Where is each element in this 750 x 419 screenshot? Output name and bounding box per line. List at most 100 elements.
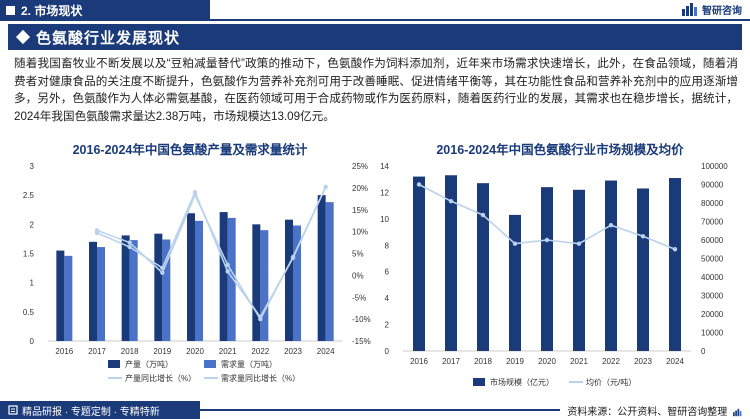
legend-label: 需求量同比增长（%） (221, 373, 300, 383)
legend-swatch (108, 360, 120, 368)
y-tick-label: 0 (30, 337, 35, 346)
y2-tick-label: 50000 (701, 255, 724, 264)
x-tick-label: 2021 (570, 357, 588, 366)
y2-tick-label: -15% (352, 337, 371, 346)
y2-tick-label: 60000 (701, 236, 724, 245)
y2-tick-label: 40000 (701, 273, 724, 282)
y2-tick-label: 70000 (701, 218, 724, 227)
y-tick-label: 2 (385, 321, 390, 330)
bar-产量（万吨） (285, 219, 293, 341)
legend-label: 产量（万吨） (125, 359, 173, 369)
legend-label: 市场规模（亿元） (490, 377, 554, 387)
bar-市场规模（亿元） (573, 189, 585, 351)
point-产量同比增长（%） (127, 244, 132, 250)
x-tick-label: 2018 (121, 347, 139, 356)
bar-需求量（万吨） (195, 220, 203, 341)
y2-tick-label: 10000 (701, 329, 724, 338)
point-需求量同比增长（%） (258, 316, 263, 322)
legend-label: 均价（元/吨） (586, 377, 636, 387)
x-tick-label: 2021 (219, 347, 237, 356)
y-tick-label: 0.5 (23, 308, 35, 317)
y2-tick-label: 20% (352, 184, 368, 193)
point-均价（元/吨） (672, 247, 678, 252)
footer-slogan: 精品研报 · 专题定制 · 专精特新 (22, 406, 160, 418)
production-demand-chart: 0 0.5 1 1.5 2 2.5 3 -15% -10% -5% 0% 5% 10% 15% 20% 25%… (23, 162, 371, 383)
x-tick-label: 2024 (666, 357, 684, 366)
bar-产量（万吨） (154, 233, 163, 341)
x-tick-label: 2017 (88, 347, 106, 356)
x-tick-label: 2017 (442, 357, 460, 366)
page-title: 色氨酸行业发展现状 (36, 29, 181, 47)
y-tick-label: 10 (380, 215, 389, 224)
y2-tick-label: -10% (352, 315, 371, 324)
bar-需求量（万吨） (325, 202, 334, 341)
intro-paragraph: 随着我国畜牧业不断发展以及“豆粕减量替代”政策的推动下，色氨酸作为饲料添加剂，近… (14, 57, 738, 123)
x-tick-label: 2022 (602, 357, 620, 366)
y-tick-label: 6 (385, 268, 390, 277)
x-tick-label: 2019 (153, 347, 171, 356)
y-tick-label: 3 (30, 162, 35, 171)
point-均价（元/吨） (416, 182, 422, 187)
title-banner: 色氨酸行业发展现状 (8, 24, 742, 50)
bar-需求量（万吨） (129, 240, 138, 341)
bar-需求量（万吨） (227, 217, 236, 341)
point-需求量同比增长（%） (127, 240, 132, 245)
chart2-title: 2016-2024年中国色氨酸行业市场规模及均价 (436, 143, 684, 157)
bar-市场规模（亿元） (413, 176, 425, 351)
y-tick-label: 0 (385, 347, 390, 356)
bar-产量（万吨） (56, 250, 65, 341)
x-tick-label: 2018 (474, 357, 492, 366)
x-tick-label: 2024 (317, 347, 335, 356)
y2-tick-label: 10% (352, 228, 368, 237)
bar-需求量（万吨） (97, 247, 105, 341)
bar-产量（万吨） (89, 241, 97, 341)
bar-市场规模（亿元） (445, 175, 457, 351)
point-产量同比增长（%） (225, 269, 230, 274)
chart1-title: 2016-2024年中国色氨酸产量及需求量统计 (72, 143, 308, 157)
bar-市场规模（亿元） (541, 187, 553, 351)
bar-需求量（万吨） (64, 255, 73, 341)
point-需求量同比增长（%） (192, 192, 198, 198)
footer-slogan-box: 精品研报 · 专题定制 · 专精特新 (0, 401, 200, 419)
square-icon (6, 5, 15, 15)
point-均价（元/吨） (576, 241, 582, 246)
source-note: 资料来源：公开资料、智研咨询整理 (567, 403, 742, 418)
legend-label: 产量同比增长（%） (125, 373, 196, 383)
bar-市场规模（亿元） (477, 183, 489, 351)
point-需求量同比增长（%） (323, 184, 328, 190)
x-tick-label: 2020 (538, 357, 556, 366)
bar-市场规模（亿元） (509, 214, 521, 351)
point-需求量同比增长（%） (225, 262, 230, 268)
point-均价（元/吨） (448, 198, 454, 204)
logo-text: 智研咨询 (702, 6, 742, 17)
x-tick-label: 2020 (186, 347, 204, 356)
bar-需求量（万吨） (260, 230, 269, 341)
y2-tick-label: 20000 (701, 310, 724, 319)
logo-icon (682, 3, 697, 16)
y2-tick-label: 0% (352, 271, 364, 280)
legend-label: 需求量（万吨） (221, 359, 277, 369)
line-需求量同比增长（%） (96, 186, 327, 321)
x-tick-label: 2023 (634, 357, 652, 366)
footer-divider (200, 409, 560, 411)
y2-tick-label: 30000 (701, 292, 724, 301)
legend-swatch (204, 360, 216, 368)
report-icon (8, 405, 18, 415)
source-logo-icon (733, 408, 742, 417)
point-需求量同比增长（%） (160, 270, 165, 275)
top-bar: 2. 市场现状 智研咨询 (0, 0, 750, 21)
bar-市场规模（亿元） (605, 180, 617, 351)
y-tick-label: 2 (30, 220, 35, 229)
footer: 精品研报 · 专题定制 · 专精特新 资料来源：公开资料、智研咨询整理 (0, 401, 750, 419)
bar-产量（万吨） (121, 235, 130, 341)
y2-tick-label: 90000 (701, 181, 724, 190)
x-tick-label: 2022 (251, 347, 269, 356)
y-tick-label: 1 (30, 279, 35, 288)
bar-市场规模（亿元） (669, 178, 681, 351)
market-size-chart: 0 2 4 6 8 10 12 14 0 10000 20000 30000 40000 50000 600… (380, 162, 728, 387)
brand-logo: 智研咨询 (682, 2, 742, 17)
bar-产量（万吨） (187, 213, 195, 341)
y-tick-label: 8 (385, 241, 390, 250)
y-tick-label: 14 (380, 162, 389, 171)
y-tick-label: 12 (380, 188, 389, 197)
